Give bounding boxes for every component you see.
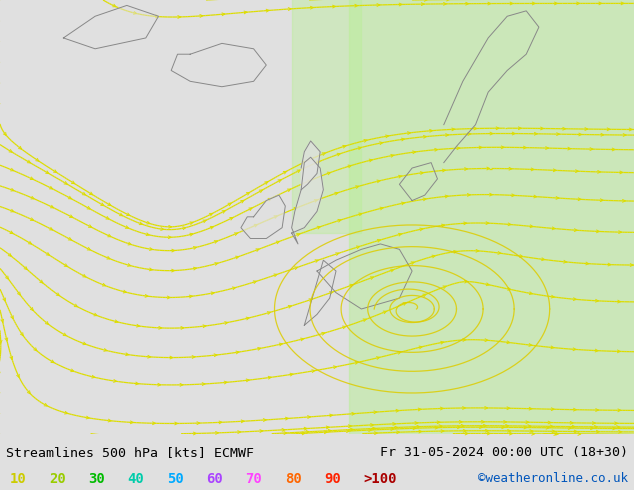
Text: Fr 31-05-2024 00:00 UTC (18+30): Fr 31-05-2024 00:00 UTC (18+30) (380, 446, 628, 459)
Text: 40: 40 (127, 472, 144, 486)
Text: ©weatheronline.co.uk: ©weatheronline.co.uk (477, 472, 628, 485)
Polygon shape (63, 5, 158, 49)
Polygon shape (241, 195, 285, 239)
Polygon shape (292, 0, 361, 233)
Text: 20: 20 (49, 472, 65, 486)
Text: 60: 60 (206, 472, 223, 486)
Polygon shape (301, 141, 320, 190)
Text: 50: 50 (167, 472, 183, 486)
Text: >100: >100 (363, 472, 397, 486)
Text: 10: 10 (10, 472, 26, 486)
Polygon shape (292, 157, 323, 244)
Text: 90: 90 (324, 472, 340, 486)
Text: 80: 80 (285, 472, 301, 486)
Text: 70: 70 (245, 472, 262, 486)
Text: 30: 30 (88, 472, 105, 486)
Text: Streamlines 500 hPa [kts] ECMWF: Streamlines 500 hPa [kts] ECMWF (6, 446, 254, 459)
Polygon shape (171, 44, 266, 87)
Polygon shape (349, 0, 634, 439)
